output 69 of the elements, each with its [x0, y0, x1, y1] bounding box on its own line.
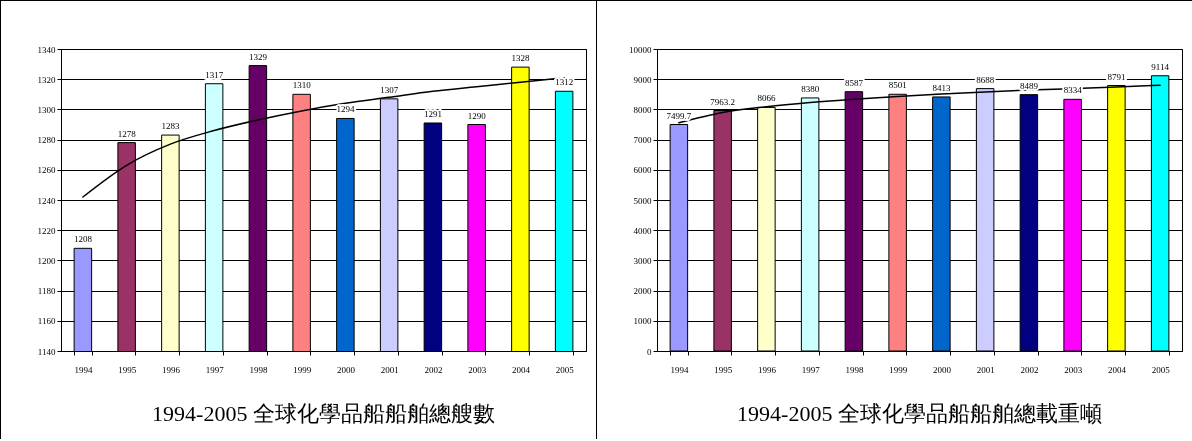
data-label: 1278 [117, 128, 137, 139]
y-tick-label: 8000 [633, 104, 652, 115]
data-label: 1291 [423, 108, 442, 119]
data-label: 8501 [888, 80, 907, 91]
data-label: 8587 [844, 77, 864, 88]
y-tick-label: 7000 [633, 135, 652, 146]
data-label: 1310 [292, 80, 312, 91]
x-tick-label: 1995 [714, 364, 733, 375]
y-tick-label: 10000 [629, 44, 652, 55]
y-tick-label: 1320 [37, 74, 56, 85]
x-tick-label: 1995 [118, 364, 137, 375]
x-tick-label: 2005 [555, 364, 575, 375]
x-tick-label: 2002 [1020, 364, 1039, 375]
y-tick-label: 1280 [37, 135, 56, 146]
y-tick-label: 5000 [633, 195, 652, 206]
data-label: 8413 [932, 82, 951, 93]
y-tick-label: 4000 [633, 225, 652, 236]
x-tick-label: 2000 [336, 364, 356, 375]
data-label: 8791 [1107, 71, 1126, 82]
y-tick-label: 1160 [37, 316, 56, 327]
x-tick-label: 1994 [670, 364, 689, 375]
x-tick-label: 2004 [1107, 364, 1127, 375]
y-tick-label: 1300 [37, 104, 56, 115]
x-tick-label: 1996 [757, 364, 777, 375]
y-tick-label: 0 [647, 346, 652, 357]
y-tick-label: 1140 [37, 346, 56, 357]
x-tick-label: 2003 [468, 364, 487, 375]
y-tick-label: 3000 [633, 255, 652, 266]
y-tick-label: 1340 [37, 44, 56, 55]
x-tick-label: 1999 [293, 364, 312, 375]
data-label: 7963.2 [710, 96, 735, 107]
data-label: 1312 [555, 77, 574, 88]
y-tick-label: 2000 [633, 286, 652, 297]
y-tick-label: 1200 [37, 255, 56, 266]
x-tick-label: 1996 [161, 364, 181, 375]
data-label: 1208 [73, 234, 93, 245]
x-tick-label: 1999 [889, 364, 908, 375]
y-tick-label: 1220 [37, 225, 56, 236]
x-tick-label: 2001 [380, 364, 399, 375]
x-tick-label: 2003 [1064, 364, 1083, 375]
text: 1994-2005 全球化學品船船舶總載重噸 [737, 401, 1102, 426]
y-tick-label: 6000 [633, 165, 652, 176]
data-label: 9114 [1151, 61, 1170, 72]
data-label: 1329 [248, 51, 268, 62]
y-tick-label: 1000 [633, 316, 652, 327]
x-tick-label: 1997 [205, 364, 225, 375]
data-label: 7499.7 [666, 110, 692, 121]
x-tick-label: 2001 [976, 364, 995, 375]
x-tick-label: 2000 [932, 364, 952, 375]
data-label: 8066 [757, 93, 776, 104]
text: 1994-2005 全球化學品船船舶總艘數 [152, 401, 495, 426]
x-tick-label: 2002 [424, 364, 443, 375]
y-tick-label: 1240 [37, 195, 56, 206]
data-label: 1328 [511, 53, 530, 64]
y-tick-label: 9000 [633, 74, 652, 85]
data-label: 1283 [161, 121, 180, 132]
y-tick-label: 1180 [37, 286, 56, 297]
x-tick-label: 1998 [845, 364, 864, 375]
data-label: 1307 [380, 84, 399, 95]
data-label: 1317 [205, 69, 224, 80]
x-tick-label: 2004 [511, 364, 531, 375]
data-label: 1290 [467, 110, 487, 121]
data-label: 8489 [1019, 80, 1039, 91]
y-tick-label: 1260 [37, 165, 56, 176]
x-tick-label: 2005 [1151, 364, 1171, 375]
x-tick-label: 1997 [801, 364, 821, 375]
data-label: 8380 [801, 83, 820, 94]
x-tick-label: 1998 [249, 364, 268, 375]
x-tick-label: 1994 [74, 364, 93, 375]
